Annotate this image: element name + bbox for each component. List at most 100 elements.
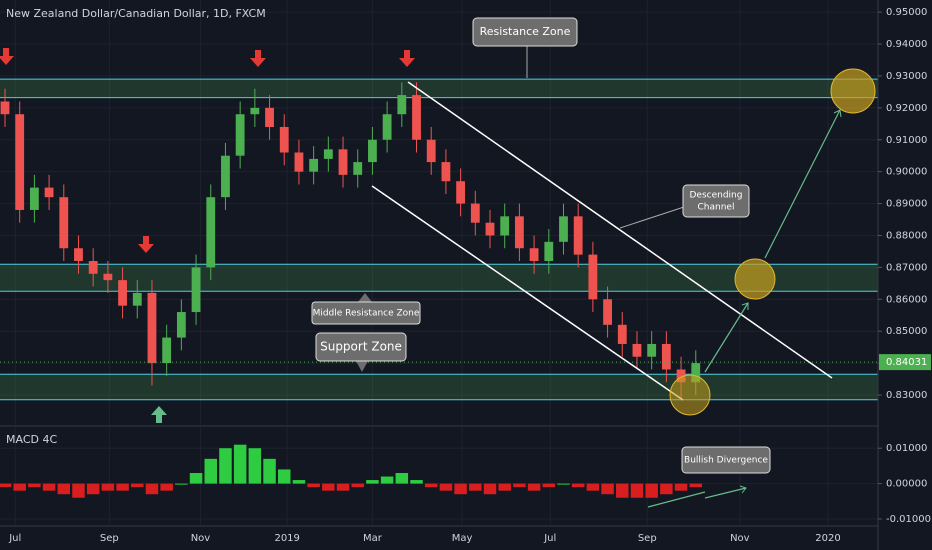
zone (0, 374, 878, 400)
histogram-bar (557, 483, 570, 485)
histogram-bar (219, 448, 232, 484)
candle-body (221, 155, 230, 198)
histogram-bar (498, 483, 511, 491)
histogram-bar (601, 483, 614, 495)
pointer (358, 293, 372, 302)
pointer (356, 361, 368, 372)
histogram-bar (351, 483, 364, 488)
highlight (669, 374, 711, 416)
callout-box (682, 184, 750, 218)
histogram-bar (204, 458, 218, 484)
histogram-bar (42, 483, 56, 491)
callout-label: Middle Resistance Zone (313, 309, 420, 319)
histogram-bar (660, 483, 673, 495)
histogram-bar (233, 444, 247, 484)
candle-body (103, 273, 113, 281)
histogram-bar (366, 480, 379, 484)
callout-label: Support Zone (320, 340, 402, 354)
y-tick-label: 0.91000 (886, 135, 927, 146)
histogram-bar (160, 483, 173, 491)
arrow-head (739, 485, 747, 494)
zones (0, 78, 878, 401)
candle-body (265, 107, 274, 127)
candle-body (132, 292, 142, 306)
histogram-bar (277, 469, 291, 484)
histogram-bar (483, 483, 497, 495)
zone (0, 264, 878, 292)
down-arrow (399, 50, 415, 67)
candle-body (88, 260, 98, 274)
x-tick-label: May (452, 533, 473, 544)
candle-body (44, 187, 54, 198)
candle-body (676, 369, 686, 383)
y-tick-label: 0.90000 (886, 167, 927, 178)
candle-body (176, 312, 186, 338)
histogram-bar (630, 483, 644, 498)
red-arrows (0, 48, 415, 253)
histogram-bar (72, 483, 85, 498)
histogram-bar (248, 448, 262, 484)
histogram-bar (616, 483, 629, 498)
candle-body (191, 267, 201, 313)
candle-body (162, 337, 172, 364)
candle-body (382, 114, 392, 140)
last-price-box (879, 354, 931, 371)
histogram-bar (395, 472, 409, 484)
histogram-bar (263, 458, 276, 484)
histogram-bar (336, 483, 350, 491)
candle-body (485, 222, 495, 236)
last-price-label: 0.84031 (886, 357, 927, 368)
callout-box (311, 301, 421, 325)
callouts: Resistance Zone Descending Channel Middl… (311, 17, 771, 474)
histogram-bar (101, 483, 115, 491)
y-tick-label: 0.95000 (886, 7, 927, 18)
histogram-bar (116, 483, 129, 491)
histogram-bar (469, 483, 482, 491)
candle-body (691, 363, 701, 383)
x-tick-label: 2020 (815, 533, 840, 544)
arrow-head (833, 109, 842, 118)
histogram-bar (28, 483, 41, 488)
y-tick-label: -0.01000 (886, 514, 931, 525)
callout-box (681, 446, 771, 474)
histogram-bar (513, 483, 526, 488)
x-tick-label: Sep (638, 533, 657, 544)
histogram-bar (571, 483, 585, 488)
candle-body (368, 139, 377, 163)
y-tick-label: 0.89000 (886, 199, 927, 210)
histogram-bar (175, 483, 188, 485)
candle-body (118, 280, 127, 306)
candle-body (456, 181, 466, 204)
highlight (734, 258, 776, 300)
marks (0, 82, 878, 498)
candle-body (500, 216, 510, 236)
candle-body (603, 299, 612, 325)
histogram-bar (13, 483, 26, 491)
candle-body (74, 248, 83, 261)
histogram-bar (292, 480, 306, 484)
axes: 0.830000.840000.850000.860000.870000.880… (8, 7, 931, 544)
candle-body (309, 158, 319, 172)
histogram-bar (674, 483, 688, 491)
candle-body (15, 114, 25, 210)
x-tick-label: Mar (363, 533, 383, 544)
histogram-bar (0, 483, 12, 488)
candle-body (514, 216, 524, 249)
x-tick-label: Sep (100, 533, 119, 544)
histogram-bar (307, 483, 320, 488)
indicator-title: MACD 4C (6, 433, 57, 446)
candle-body (29, 187, 39, 210)
candle-body (235, 114, 245, 156)
candle-body (59, 197, 69, 249)
chart-title: New Zealand Dollar/Canadian Dollar, 1D, … (6, 7, 266, 20)
histogram-bar (57, 483, 71, 495)
callout-box (315, 332, 407, 362)
divergence-line (647, 491, 706, 508)
channel-line (371, 185, 684, 401)
y-tick-label: 0.86000 (886, 294, 927, 305)
candle-body (294, 152, 304, 172)
down-arrow (250, 50, 266, 67)
candle-body (661, 343, 671, 370)
